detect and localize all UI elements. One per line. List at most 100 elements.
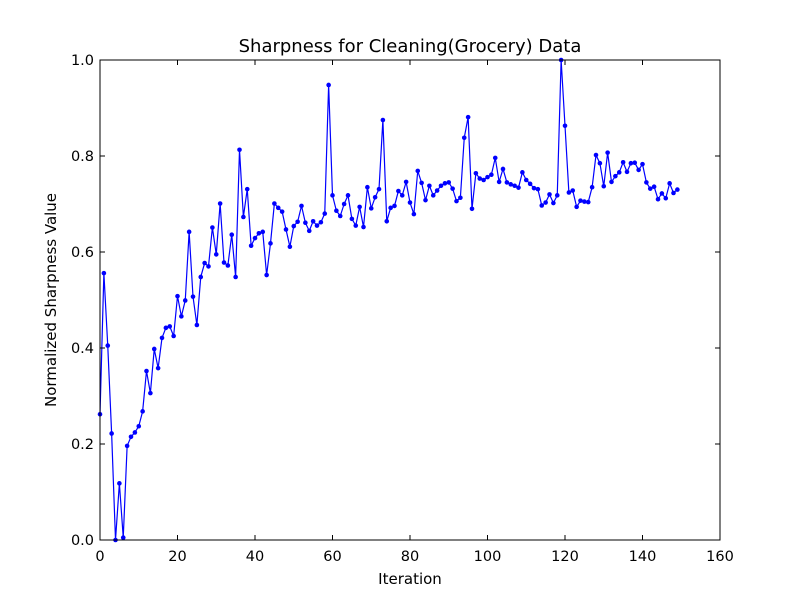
data-point bbox=[597, 160, 603, 166]
data-point bbox=[148, 390, 153, 396]
data-point bbox=[171, 333, 176, 339]
data-point bbox=[365, 184, 370, 190]
data-point bbox=[535, 186, 541, 192]
data-point bbox=[124, 443, 130, 449]
data-point bbox=[647, 186, 653, 191]
data-point bbox=[264, 272, 269, 278]
data-point bbox=[376, 186, 382, 192]
data-point bbox=[469, 206, 475, 212]
data-point bbox=[159, 335, 165, 341]
data-point bbox=[167, 324, 173, 329]
data-point bbox=[632, 160, 638, 166]
data-point bbox=[613, 173, 618, 179]
data-point bbox=[268, 241, 273, 246]
data-point bbox=[407, 200, 413, 205]
data-point bbox=[225, 263, 231, 268]
data-point bbox=[101, 270, 107, 276]
y-tick-label: 0.6 bbox=[71, 245, 94, 261]
data-point bbox=[244, 186, 250, 192]
data-point bbox=[372, 194, 378, 200]
x-tick-label: 60 bbox=[323, 549, 341, 565]
data-point bbox=[380, 117, 386, 123]
data-point bbox=[275, 205, 281, 211]
data-point bbox=[392, 203, 397, 209]
data-point bbox=[353, 223, 359, 228]
data-point bbox=[523, 177, 529, 183]
data-point bbox=[341, 201, 347, 207]
data-point bbox=[186, 229, 192, 235]
data-point bbox=[450, 186, 455, 191]
data-point bbox=[477, 176, 483, 181]
data-point bbox=[132, 430, 138, 435]
x-axis-title: Iteration bbox=[378, 570, 442, 588]
data-point bbox=[485, 174, 490, 180]
data-point bbox=[120, 535, 126, 540]
data-point bbox=[221, 260, 227, 265]
data-point bbox=[442, 181, 448, 186]
data-point bbox=[237, 147, 242, 153]
data-point bbox=[465, 114, 471, 120]
data-point bbox=[574, 204, 579, 210]
data-point bbox=[345, 193, 351, 198]
data-point bbox=[140, 409, 145, 414]
data-point bbox=[403, 179, 409, 185]
data-point bbox=[554, 193, 560, 198]
data-point bbox=[241, 214, 246, 220]
data-point bbox=[310, 218, 316, 224]
data-point bbox=[109, 431, 114, 436]
data-point bbox=[651, 184, 657, 190]
data-point bbox=[306, 228, 312, 234]
x-tick-label: 0 bbox=[95, 549, 104, 565]
data-point bbox=[461, 135, 467, 141]
data-point bbox=[314, 223, 320, 228]
data-point bbox=[256, 230, 262, 236]
data-point bbox=[194, 322, 200, 328]
data-point bbox=[272, 201, 277, 206]
data-point bbox=[361, 224, 366, 230]
y-tick-label: 0.4 bbox=[71, 341, 94, 357]
data-point bbox=[609, 179, 614, 185]
x-tick-label: 40 bbox=[246, 549, 264, 565]
data-point bbox=[210, 225, 215, 230]
data-point bbox=[155, 365, 161, 371]
y-axis-title: Normalized Sharpness Value bbox=[42, 193, 60, 407]
data-point bbox=[593, 152, 599, 158]
x-axis: 0 20 40 60 80 100 120 140 160 bbox=[95, 60, 734, 565]
data-point bbox=[318, 219, 324, 225]
data-point bbox=[667, 181, 672, 186]
data-point bbox=[659, 191, 665, 196]
data-point bbox=[616, 170, 622, 175]
data-point bbox=[446, 180, 452, 185]
data-point bbox=[458, 195, 463, 201]
data-point bbox=[399, 193, 405, 198]
data-point bbox=[427, 183, 432, 189]
data-point bbox=[628, 160, 634, 166]
data-point bbox=[136, 423, 142, 429]
y-tick-label: 1.0 bbox=[71, 53, 94, 69]
data-point bbox=[287, 244, 293, 250]
data-point bbox=[520, 170, 525, 175]
data-point bbox=[334, 208, 339, 214]
data-point bbox=[423, 197, 428, 203]
data-point bbox=[582, 199, 587, 204]
data-point bbox=[415, 168, 421, 174]
data-point bbox=[229, 232, 235, 238]
data-point bbox=[179, 314, 184, 319]
data-point bbox=[663, 195, 669, 201]
data-point bbox=[217, 201, 223, 206]
data-point bbox=[454, 198, 459, 204]
data-point bbox=[539, 203, 545, 208]
data-point bbox=[512, 183, 517, 189]
data-point bbox=[190, 294, 196, 299]
data-point bbox=[368, 206, 374, 211]
y-tick-label: 0.0 bbox=[71, 533, 94, 549]
data-point bbox=[291, 223, 297, 229]
data-point bbox=[105, 343, 111, 348]
y-tick-label: 0.8 bbox=[71, 149, 94, 165]
data-point bbox=[252, 235, 258, 241]
data-point bbox=[388, 205, 393, 211]
data-point bbox=[248, 243, 254, 249]
data-point bbox=[419, 180, 424, 186]
